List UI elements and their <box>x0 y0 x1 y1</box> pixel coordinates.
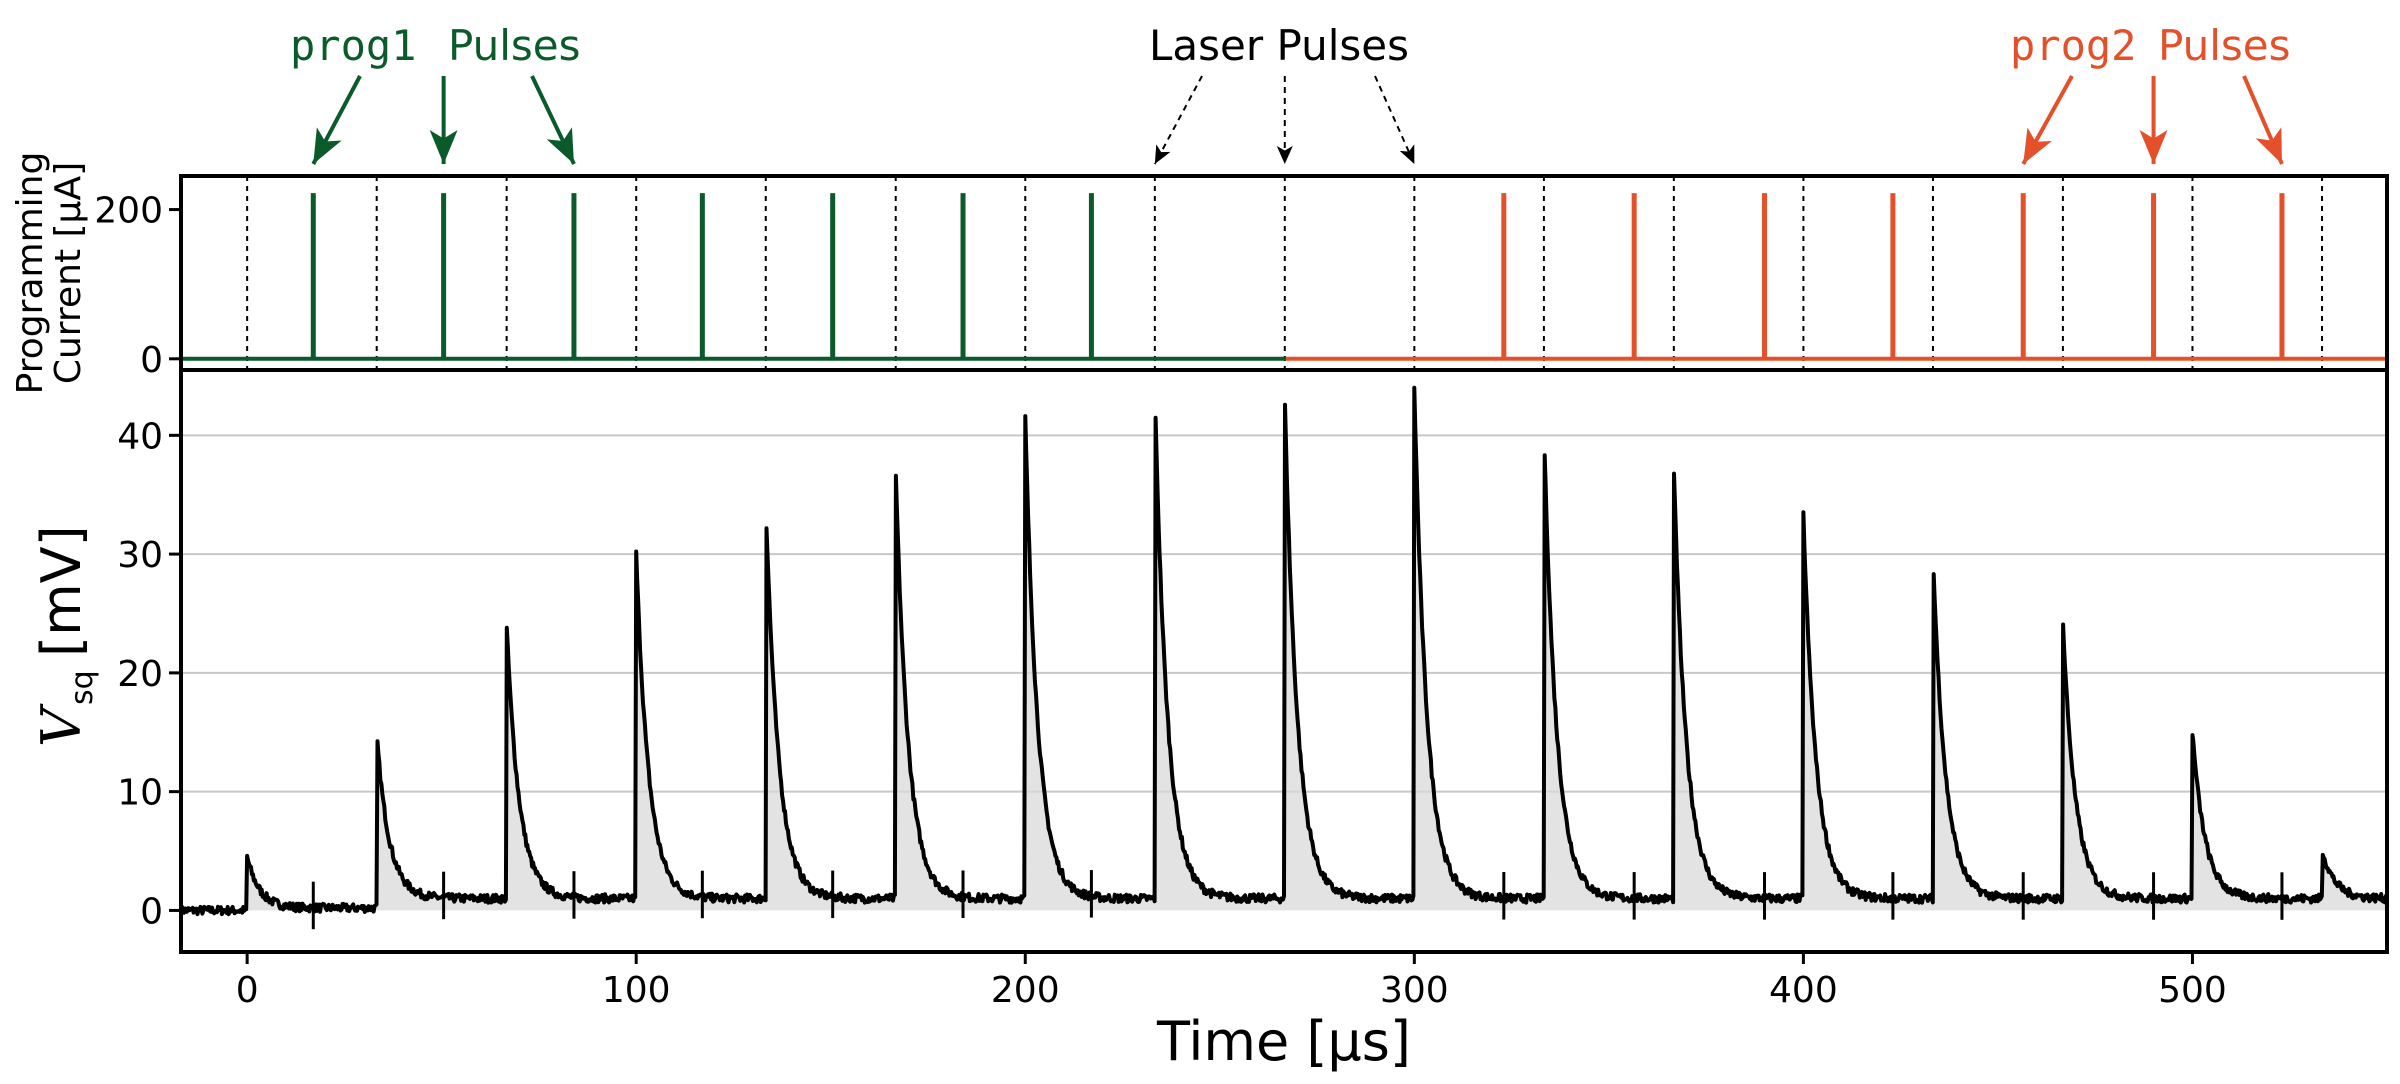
top-ylabel-line2: Current [μA] <box>48 162 89 384</box>
laser-pulses-label: Laser Pulses <box>1149 21 1409 70</box>
y-tick-label: 10 <box>117 773 163 814</box>
programming-current-panel: 0 200 <box>94 174 2389 381</box>
vsq-trace-line <box>179 385 2389 917</box>
x-axis-label: Time [μs] <box>1156 1010 1411 1073</box>
bottom-ylabel-main: V <box>30 703 93 747</box>
bottom-ylabel-unit: [mV] <box>30 525 93 657</box>
x-tick-label: 400 <box>1769 970 1838 1011</box>
bottom-ylabel-sub: sq <box>65 670 100 705</box>
prog2-code-label: prog2 <box>2010 21 2136 70</box>
top-y-tick-label: 0 <box>140 340 163 381</box>
x-tick-label: 500 <box>2158 970 2227 1011</box>
annotation-arrow <box>1153 75 1203 165</box>
x-tick-label: 300 <box>1380 970 1449 1011</box>
annotation-arrow <box>1374 75 1416 165</box>
top-y-axis: 0 200 <box>94 191 181 381</box>
bottom-ylabel: V sq [mV] <box>30 525 100 747</box>
annotation-arrow <box>311 75 362 165</box>
laser-time-markers <box>246 176 2324 370</box>
annotation-arrow <box>530 75 576 165</box>
x-tick-label: 100 <box>602 970 671 1011</box>
y-tick-label: 20 <box>117 654 163 695</box>
x-tick-label: 0 <box>236 970 259 1011</box>
y-tick-label: 0 <box>140 891 163 932</box>
programming-current-series <box>181 193 2387 361</box>
top-y-tick-label: 200 <box>94 191 163 232</box>
bottom-plot-frame <box>179 368 2389 954</box>
prog2-pulses-label: Pulses <box>2158 21 2290 70</box>
prog1-code-label: prog1 <box>290 21 416 70</box>
x-tick-label: 200 <box>991 970 1060 1011</box>
annotation-arrow <box>2021 75 2074 165</box>
vsq-trace <box>179 385 2389 930</box>
annotation-arrow <box>2242 75 2284 165</box>
y-tick-label: 40 <box>117 416 163 457</box>
prog1-pulses-label: Pulses <box>448 21 580 70</box>
y-tick-label: 30 <box>117 535 163 576</box>
top-ylabel-line1: Programming <box>10 152 51 395</box>
annotation-arrows <box>311 75 2284 165</box>
